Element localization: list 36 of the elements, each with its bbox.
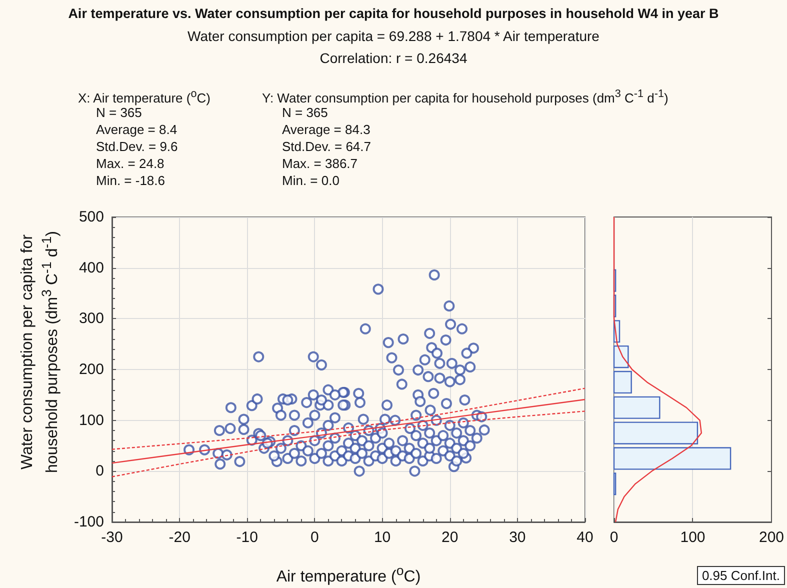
x-tick-label: 200 [758,529,784,546]
x-tick-label: 40 [576,529,594,546]
x-tick-label: 0 [310,529,319,546]
x-tick-label: 20 [442,529,458,546]
text: Min. = 0.0 [282,173,340,188]
text: Average = 8.4 [96,122,178,137]
text: N = 365 [282,105,328,120]
text: 0.95 Conf.Int. [696,566,785,585]
y-tick-label: 300 [78,310,104,328]
y-tick-label: -100 [74,514,104,530]
text: Y: Water consumption per capita for household purposes (dm$^{3}$ C$^{-1}$ d$^{-1}$) [262,88,668,106]
text: Min. = -18.6 [96,173,166,188]
x-tick-label: -30 [101,529,123,546]
x-axis-title: Air temperature ($^{o}$C) [275,563,422,586]
text: Std.Dev. = 64.7 [282,139,372,154]
x-tick-label: 0 [610,529,618,546]
y-tick-label: 500 [78,208,104,226]
text: Std.Dev. = 9.6 [96,139,178,154]
x-tick-label: -20 [168,529,190,546]
text: Correlation: r = 0.26434 [318,50,468,66]
text: Max. = 386.7 [282,156,358,171]
x-tick-label: -10 [236,529,258,546]
y-tick-label: 200 [78,361,104,378]
text: X: Air temperature ($^{o}$C) [78,88,210,106]
text: Max. = 24.8 [96,156,164,171]
text: Average = 84.3 [282,122,370,137]
chart-title: Air temperature vs. Water consumption per capita for household purposes in household W4 in year B [67,6,720,21]
text: N = 365 [96,105,142,120]
x-tick-label: 10 [374,529,391,546]
x-tick-label: 30 [509,529,526,546]
y-tick-label: 100 [78,412,104,429]
chart-subtitle: Water consumption per capita = 69.288 + 1.7804 * Air temperature [186,28,600,44]
y-tick-label: 0 [96,462,104,480]
line-series [111,388,586,450]
x-tick-label: 100 [680,529,706,546]
y-tick-label: 400 [78,259,104,276]
